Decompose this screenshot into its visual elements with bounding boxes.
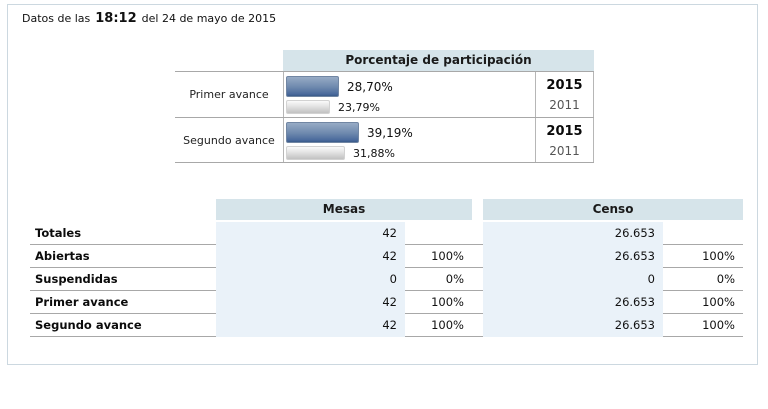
year-2015-label: 2015 bbox=[546, 78, 583, 93]
year-2015-label: 2015 bbox=[546, 124, 583, 139]
bar-value-2015: 28,70% bbox=[347, 79, 393, 94]
stats-row-suspendidas: Suspendidas 0 0% 0 0% bbox=[30, 267, 743, 291]
timestamp-prefix: Datos de las bbox=[22, 12, 91, 25]
mesas-percent: 100% bbox=[431, 248, 464, 263]
stats-table: Mesas Censo Totales 42 26.653 Abiertas 4… bbox=[30, 199, 743, 337]
bar-2015 bbox=[286, 76, 339, 97]
censo-percent: 0% bbox=[716, 271, 735, 286]
participation-row-segundo-avance: Segundo avance 39,19% 31,88% 2015 2011 bbox=[175, 117, 594, 163]
timestamp-suffix: del 24 de mayo de 2015 bbox=[141, 12, 277, 25]
bar-value-2011: 23,79% bbox=[338, 100, 380, 114]
row-label: Totales bbox=[35, 226, 82, 240]
participation-row-primer-avance: Primer avance 28,70% 23,79% 2015 2011 bbox=[175, 71, 594, 117]
censo-percent: 100% bbox=[702, 248, 735, 263]
mesas-column-header: Mesas bbox=[216, 199, 472, 220]
censo-value: 26.653 bbox=[483, 244, 663, 268]
participation-table: Porcentaje de participación Primer avanc… bbox=[175, 50, 594, 163]
bar-2011 bbox=[286, 100, 330, 114]
stats-header-row: Mesas Censo bbox=[30, 199, 743, 220]
mesas-value: 42 bbox=[216, 244, 405, 268]
censo-value: 26.653 bbox=[483, 290, 663, 314]
mesas-value: 0 bbox=[216, 267, 405, 291]
row-label: Suspendidas bbox=[35, 272, 118, 286]
stats-row-segundo-avance: Segundo avance 42 100% 26.653 100% bbox=[30, 313, 743, 337]
stats-row-totales: Totales 42 26.653 bbox=[30, 221, 743, 245]
mesas-percent bbox=[405, 222, 472, 245]
stats-row-primer-avance: Primer avance 42 100% 26.653 100% bbox=[30, 290, 743, 314]
data-timestamp: Datos de las 18:12 del 24 de mayo de 201… bbox=[22, 11, 276, 26]
mesas-percent: 100% bbox=[431, 317, 464, 332]
bars-cell: 28,70% 23,79% bbox=[283, 72, 535, 117]
censo-value: 0 bbox=[483, 267, 663, 291]
row-label: Segundo avance bbox=[35, 318, 142, 332]
year-2011-label: 2011 bbox=[549, 98, 580, 112]
censo-value: 26.653 bbox=[483, 313, 663, 337]
stats-row-abiertas: Abiertas 42 100% 26.653 100% bbox=[30, 244, 743, 268]
mesas-value: 42 bbox=[216, 313, 405, 337]
mesas-percent: 100% bbox=[431, 294, 464, 309]
row-label: Segundo avance bbox=[183, 133, 275, 147]
bars-cell: 39,19% 31,88% bbox=[283, 118, 535, 162]
censo-column-header: Censo bbox=[483, 199, 743, 220]
censo-percent: 100% bbox=[702, 317, 735, 332]
mesas-value: 42 bbox=[216, 221, 405, 245]
censo-percent bbox=[663, 222, 743, 245]
censo-percent: 100% bbox=[702, 294, 735, 309]
row-label: Abiertas bbox=[35, 249, 90, 263]
row-label: Primer avance bbox=[35, 295, 129, 309]
row-label: Primer avance bbox=[189, 88, 269, 101]
censo-value: 26.653 bbox=[483, 221, 663, 245]
bar-value-2015: 39,19% bbox=[367, 125, 413, 140]
mesas-percent: 0% bbox=[445, 271, 464, 286]
participation-table-title: Porcentaje de participación bbox=[283, 50, 594, 71]
timestamp-time: 18:12 bbox=[95, 11, 137, 26]
bar-2015 bbox=[286, 122, 359, 143]
years-cell: 2015 2011 bbox=[535, 118, 594, 162]
year-2011-label: 2011 bbox=[549, 144, 580, 158]
bar-2011 bbox=[286, 146, 345, 160]
bar-value-2011: 31,88% bbox=[353, 146, 395, 160]
mesas-value: 42 bbox=[216, 290, 405, 314]
years-cell: 2015 2011 bbox=[535, 72, 594, 117]
